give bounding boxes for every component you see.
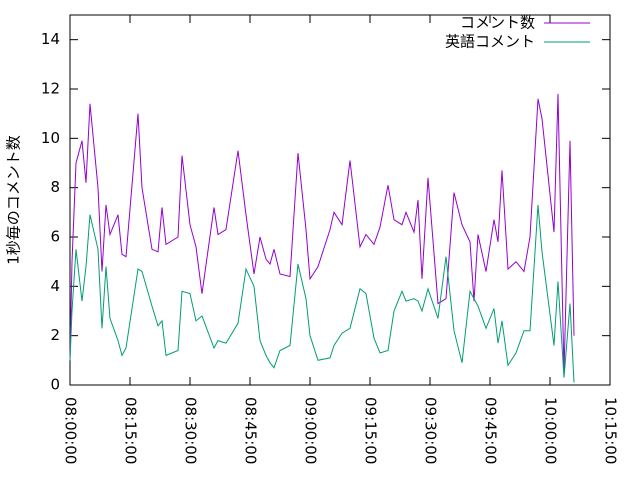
x-tick-label: 08:15:00	[122, 397, 140, 464]
legend-label: コメント数	[460, 14, 535, 32]
x-tick-label: 10:00:00	[542, 397, 560, 464]
x-tick-label: 08:45:00	[242, 397, 260, 464]
y-tick-label: 6	[50, 228, 60, 246]
legend-label: 英語コメント	[445, 33, 535, 51]
series-line	[69, 204, 575, 383]
y-tick-label: 8	[50, 178, 60, 196]
x-tick-label: 10:15:00	[602, 397, 620, 464]
plot-border	[69, 14, 611, 386]
x-tick-label: 08:30:00	[182, 397, 200, 464]
x-tick-label: 09:30:00	[422, 397, 440, 464]
x-tick-label: 09:45:00	[482, 397, 500, 464]
y-tick-label: 14	[41, 30, 60, 48]
y-tick-label: 12	[41, 80, 60, 98]
x-tick-label: 08:00:00	[62, 397, 80, 464]
y-tick-label: 2	[50, 326, 60, 344]
x-tick-label: 09:15:00	[362, 397, 380, 464]
y-axis-label: 1秒毎のコメント数	[5, 135, 23, 265]
y-tick-label: 0	[50, 376, 60, 394]
x-tick-label: 09:00:00	[302, 397, 320, 464]
y-tick-label: 4	[50, 277, 60, 295]
series-line	[69, 93, 575, 373]
y-tick-label: 10	[41, 129, 60, 147]
